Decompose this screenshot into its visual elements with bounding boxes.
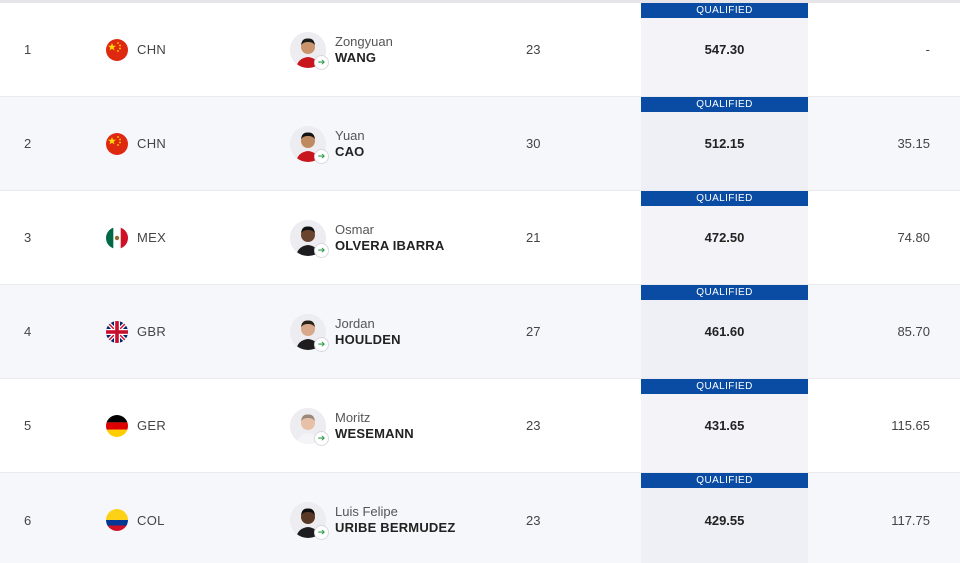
athlete-family-name: CAO — [335, 143, 365, 159]
athlete-avatar: ➔ — [290, 219, 329, 258]
athlete-family-name: OLVERA IBARRA — [335, 237, 445, 253]
score-column: QUALIFIED 431.65 — [641, 379, 808, 472]
noc-code: CHN — [137, 136, 167, 151]
score-column: QUALIFIED 547.30 — [641, 3, 808, 96]
athlete-given-name: Moritz — [335, 409, 371, 425]
points-behind: 85.70 — [897, 324, 930, 339]
athlete[interactable]: ➔ Osmar OLVERA IBARRA — [290, 191, 510, 284]
arrow-right-icon: ➔ — [314, 430, 329, 446]
athlete-avatar: ➔ — [290, 407, 329, 446]
athlete[interactable]: ➔ Zongyuan WANG — [290, 3, 510, 96]
athlete-given-name: Yuan — [335, 127, 365, 143]
score: 547.30 — [704, 42, 745, 57]
points-behind: 74.80 — [897, 230, 930, 245]
arrow-right-icon: ➔ — [314, 148, 329, 164]
arrow-right-icon: ➔ — [314, 54, 329, 70]
rank: 5 — [24, 418, 32, 433]
age: 23 — [526, 512, 541, 528]
qualified-badge: QUALIFIED — [641, 3, 808, 18]
score-column: QUALIFIED 429.55 — [641, 473, 808, 563]
athlete-family-name: WESEMANN — [335, 425, 414, 441]
country: MEX — [106, 191, 246, 284]
country: CHN — [106, 97, 246, 190]
score: 461.60 — [704, 324, 745, 339]
china-flag-icon — [106, 132, 128, 155]
country: GBR — [106, 285, 246, 378]
country: COL — [106, 473, 246, 563]
points-behind: 117.75 — [891, 512, 930, 528]
age: 23 — [526, 418, 541, 433]
country: GER — [106, 379, 246, 472]
athlete-avatar: ➔ — [290, 31, 329, 70]
table-row[interactable]: 5 GER ➔ Moritz WESEMANN 23 QUALIFIED 431… — [0, 379, 960, 473]
qualified-badge: QUALIFIED — [641, 285, 808, 300]
athlete[interactable]: ➔ Jordan HOULDEN — [290, 285, 510, 378]
score-column: QUALIFIED 512.15 — [641, 97, 808, 190]
athlete-family-name: WANG — [335, 49, 377, 65]
points-behind: 115.65 — [891, 418, 930, 433]
uk-flag-icon — [106, 320, 128, 343]
athlete-given-name: Osmar — [335, 221, 374, 237]
athlete-given-name: Luis Felipe — [335, 504, 398, 519]
arrow-right-icon: ➔ — [314, 336, 329, 352]
noc-code: GER — [137, 418, 167, 433]
table-row[interactable]: 6 COL ➔ Luis Felipe URIBE BERMUDEZ 23 QU… — [0, 473, 960, 563]
age: 30 — [526, 136, 541, 151]
score: 512.15 — [704, 136, 745, 151]
score: 429.55 — [704, 512, 745, 528]
table-row[interactable]: 4 GBR ➔ Jordan HOULDEN 27 QUALIFIED 461.… — [0, 285, 960, 379]
athlete[interactable]: ➔ Yuan CAO — [290, 97, 510, 190]
score: 472.50 — [704, 230, 745, 245]
mexico-flag-icon — [106, 226, 128, 249]
athlete[interactable]: ➔ Luis Felipe URIBE BERMUDEZ — [290, 473, 510, 563]
score: 431.65 — [704, 418, 745, 433]
noc-code: GBR — [137, 324, 167, 339]
table-row[interactable]: 3 MEX ➔ Osmar OLVERA IBARRA 21 QUALIFIED… — [0, 191, 960, 285]
rank: 3 — [24, 230, 32, 245]
arrow-right-icon: ➔ — [314, 525, 329, 540]
athlete-avatar: ➔ — [290, 502, 329, 540]
age: 23 — [526, 42, 541, 57]
score-column: QUALIFIED 461.60 — [641, 285, 808, 378]
age: 21 — [526, 230, 541, 245]
noc-code: CHN — [137, 42, 167, 57]
athlete-avatar: ➔ — [290, 313, 329, 352]
score-column: QUALIFIED 472.50 — [641, 191, 808, 284]
athlete-given-name: Zongyuan — [335, 33, 393, 49]
rank: 1 — [24, 42, 32, 57]
qualified-badge: QUALIFIED — [641, 191, 808, 206]
athlete-family-name: URIBE BERMUDEZ — [335, 520, 456, 535]
germany-flag-icon — [106, 414, 128, 437]
table-row[interactable]: 2 CHN ➔ Yuan CAO 30 QUALIFIED 512.15 35.… — [0, 97, 960, 191]
points-behind: 35.15 — [897, 136, 930, 151]
athlete-given-name: Jordan — [335, 315, 375, 331]
athlete-avatar: ➔ — [290, 125, 329, 164]
colombia-flag-icon — [106, 509, 128, 531]
athlete[interactable]: ➔ Moritz WESEMANN — [290, 379, 510, 472]
arrow-right-icon: ➔ — [314, 242, 329, 258]
country: CHN — [106, 3, 246, 96]
noc-code: COL — [137, 512, 165, 528]
qualified-badge: QUALIFIED — [641, 379, 808, 394]
noc-code: MEX — [137, 230, 167, 245]
rank: 4 — [24, 324, 32, 339]
age: 27 — [526, 324, 541, 339]
qualified-badge: QUALIFIED — [641, 473, 808, 488]
qualified-badge: QUALIFIED — [641, 97, 808, 112]
china-flag-icon — [106, 38, 128, 61]
table-row[interactable]: 1 CHN ➔ Zongyuan WANG 23 QUALIFIED 547.3… — [0, 3, 960, 97]
athlete-family-name: HOULDEN — [335, 331, 401, 347]
rank: 6 — [24, 512, 32, 528]
rank: 2 — [24, 136, 32, 151]
points-behind: - — [925, 42, 930, 57]
